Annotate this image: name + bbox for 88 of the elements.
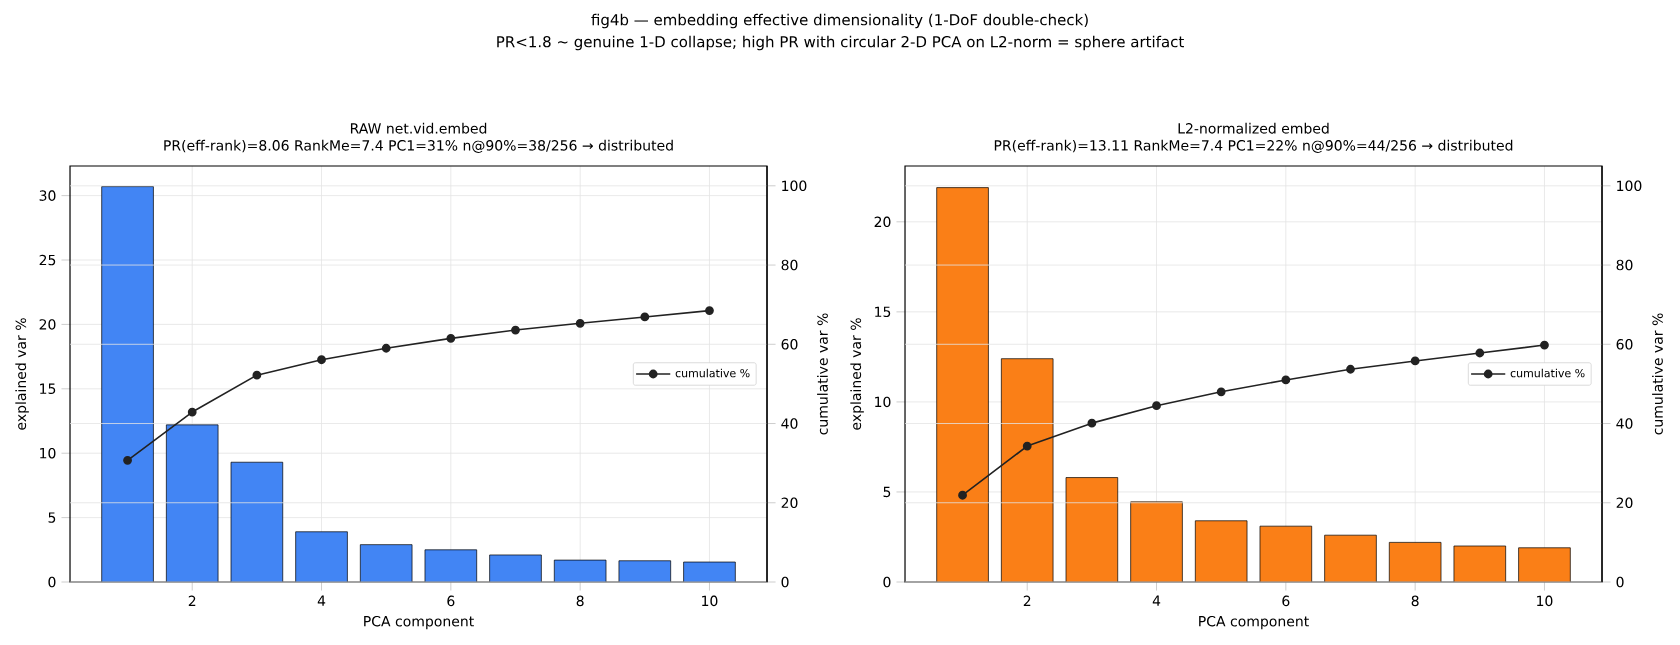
point	[640, 312, 650, 322]
bar	[295, 531, 348, 582]
y2-tick-label: 20	[781, 497, 798, 509]
bar	[618, 560, 672, 582]
point	[1022, 441, 1032, 451]
point	[1410, 356, 1420, 366]
y2-tick-label: 60	[1616, 339, 1633, 350]
point	[1475, 348, 1485, 358]
point	[317, 355, 326, 365]
x-axis-title: PCA component	[364, 615, 474, 630]
bar	[1259, 525, 1313, 582]
y2-tick-label: 80	[1616, 259, 1633, 271]
chart-subtitle: PR(eff-rank)=8.06 RankMe=7.4 PC1=31% n@90%=38/256 → distributed	[164, 139, 673, 153]
y-tick-label: 25	[39, 254, 56, 266]
bar	[1324, 534, 1377, 582]
y-tick-label: 15	[40, 383, 56, 394]
y-tick-label: 5	[883, 486, 891, 498]
bar	[489, 554, 542, 582]
point	[381, 343, 391, 353]
y-tick-label: 30	[39, 190, 56, 201]
point	[187, 407, 197, 417]
y2-tick-label: 20	[1616, 497, 1633, 509]
legend-label: cumulative %	[1510, 368, 1585, 378]
bar	[1001, 358, 1054, 582]
y2-tick-label: 60	[781, 339, 798, 350]
bar	[1388, 542, 1442, 582]
bar	[1194, 520, 1248, 582]
y-tick-label: 5	[48, 512, 56, 523]
x-tick-label: 6	[1282, 595, 1290, 607]
bar	[683, 561, 736, 582]
bar	[101, 186, 154, 582]
y2-axis-title: cumulative var %	[1652, 313, 1663, 435]
x-tick-label: 10	[1537, 595, 1553, 607]
bar	[1130, 501, 1183, 582]
bar	[166, 424, 219, 582]
caption: fig4b — embedding effective dimensionality (1-DoF double-check)	[591, 13, 1088, 29]
x-tick-label: 10	[702, 595, 718, 607]
x-tick-label: 2	[1023, 595, 1031, 606]
point	[1540, 340, 1549, 350]
y2-axis-title: cumulative var %	[817, 313, 828, 435]
y-tick-label: 0	[48, 576, 56, 588]
y2-tick-label: 100	[782, 180, 807, 192]
y2-tick-label: 80	[781, 259, 798, 271]
bar	[1518, 547, 1571, 582]
bar	[553, 559, 607, 582]
x-tick-label: 8	[576, 595, 584, 607]
bar	[1453, 545, 1507, 582]
y2-tick-label: 0	[1616, 576, 1624, 588]
y-tick-label: 15	[875, 306, 891, 318]
legend-label: cumulative %	[675, 368, 750, 378]
point	[446, 333, 456, 343]
point	[1281, 375, 1291, 385]
bar	[230, 461, 284, 582]
chart-title: RAW net.vid.embed	[350, 122, 487, 134]
point	[1087, 418, 1097, 428]
point	[705, 306, 714, 316]
y-axis-title: explained var %	[850, 318, 864, 430]
y-axis-title: explained var %	[15, 318, 29, 430]
point	[1346, 364, 1355, 374]
x-axis-title: PCA component	[1199, 615, 1309, 630]
y2-tick-label: 0	[781, 576, 789, 588]
x-tick-label: 2	[188, 595, 196, 606]
text: PR<1.8 ~ genuine 1-D collapse; high PR with circular 2-D PCA on L2-norm = sphere artifact	[497, 35, 1184, 51]
y2-tick-label: 100	[1617, 180, 1642, 192]
x-tick-label: 8	[1411, 595, 1419, 607]
y-tick-label: 20	[39, 319, 56, 330]
x-tick-label: 4	[317, 595, 326, 606]
y-tick-label: 20	[874, 216, 891, 228]
y2-tick-label: 40	[1616, 418, 1633, 429]
bar	[424, 549, 478, 582]
y-tick-label: 10	[875, 396, 891, 408]
point	[575, 318, 585, 328]
x-tick-label: 6	[447, 595, 455, 607]
y-tick-label: 10	[40, 447, 56, 459]
bar	[1065, 477, 1119, 582]
point	[252, 370, 262, 380]
point	[958, 490, 967, 500]
point	[123, 455, 132, 465]
point	[1152, 401, 1161, 411]
x-tick-label: 4	[1152, 595, 1161, 606]
y-tick-label: 0	[883, 576, 891, 588]
bar	[936, 187, 989, 582]
chart-title: L2-normalized embed	[1178, 122, 1329, 134]
y2-tick-label: 40	[781, 418, 798, 429]
bar	[359, 544, 413, 582]
chart-subtitle: PR(eff-rank)=13.11 RankMe=7.4 PC1=22% n@90%=44/256 → distributed	[994, 139, 1513, 153]
point	[1216, 387, 1226, 397]
point	[511, 325, 520, 335]
